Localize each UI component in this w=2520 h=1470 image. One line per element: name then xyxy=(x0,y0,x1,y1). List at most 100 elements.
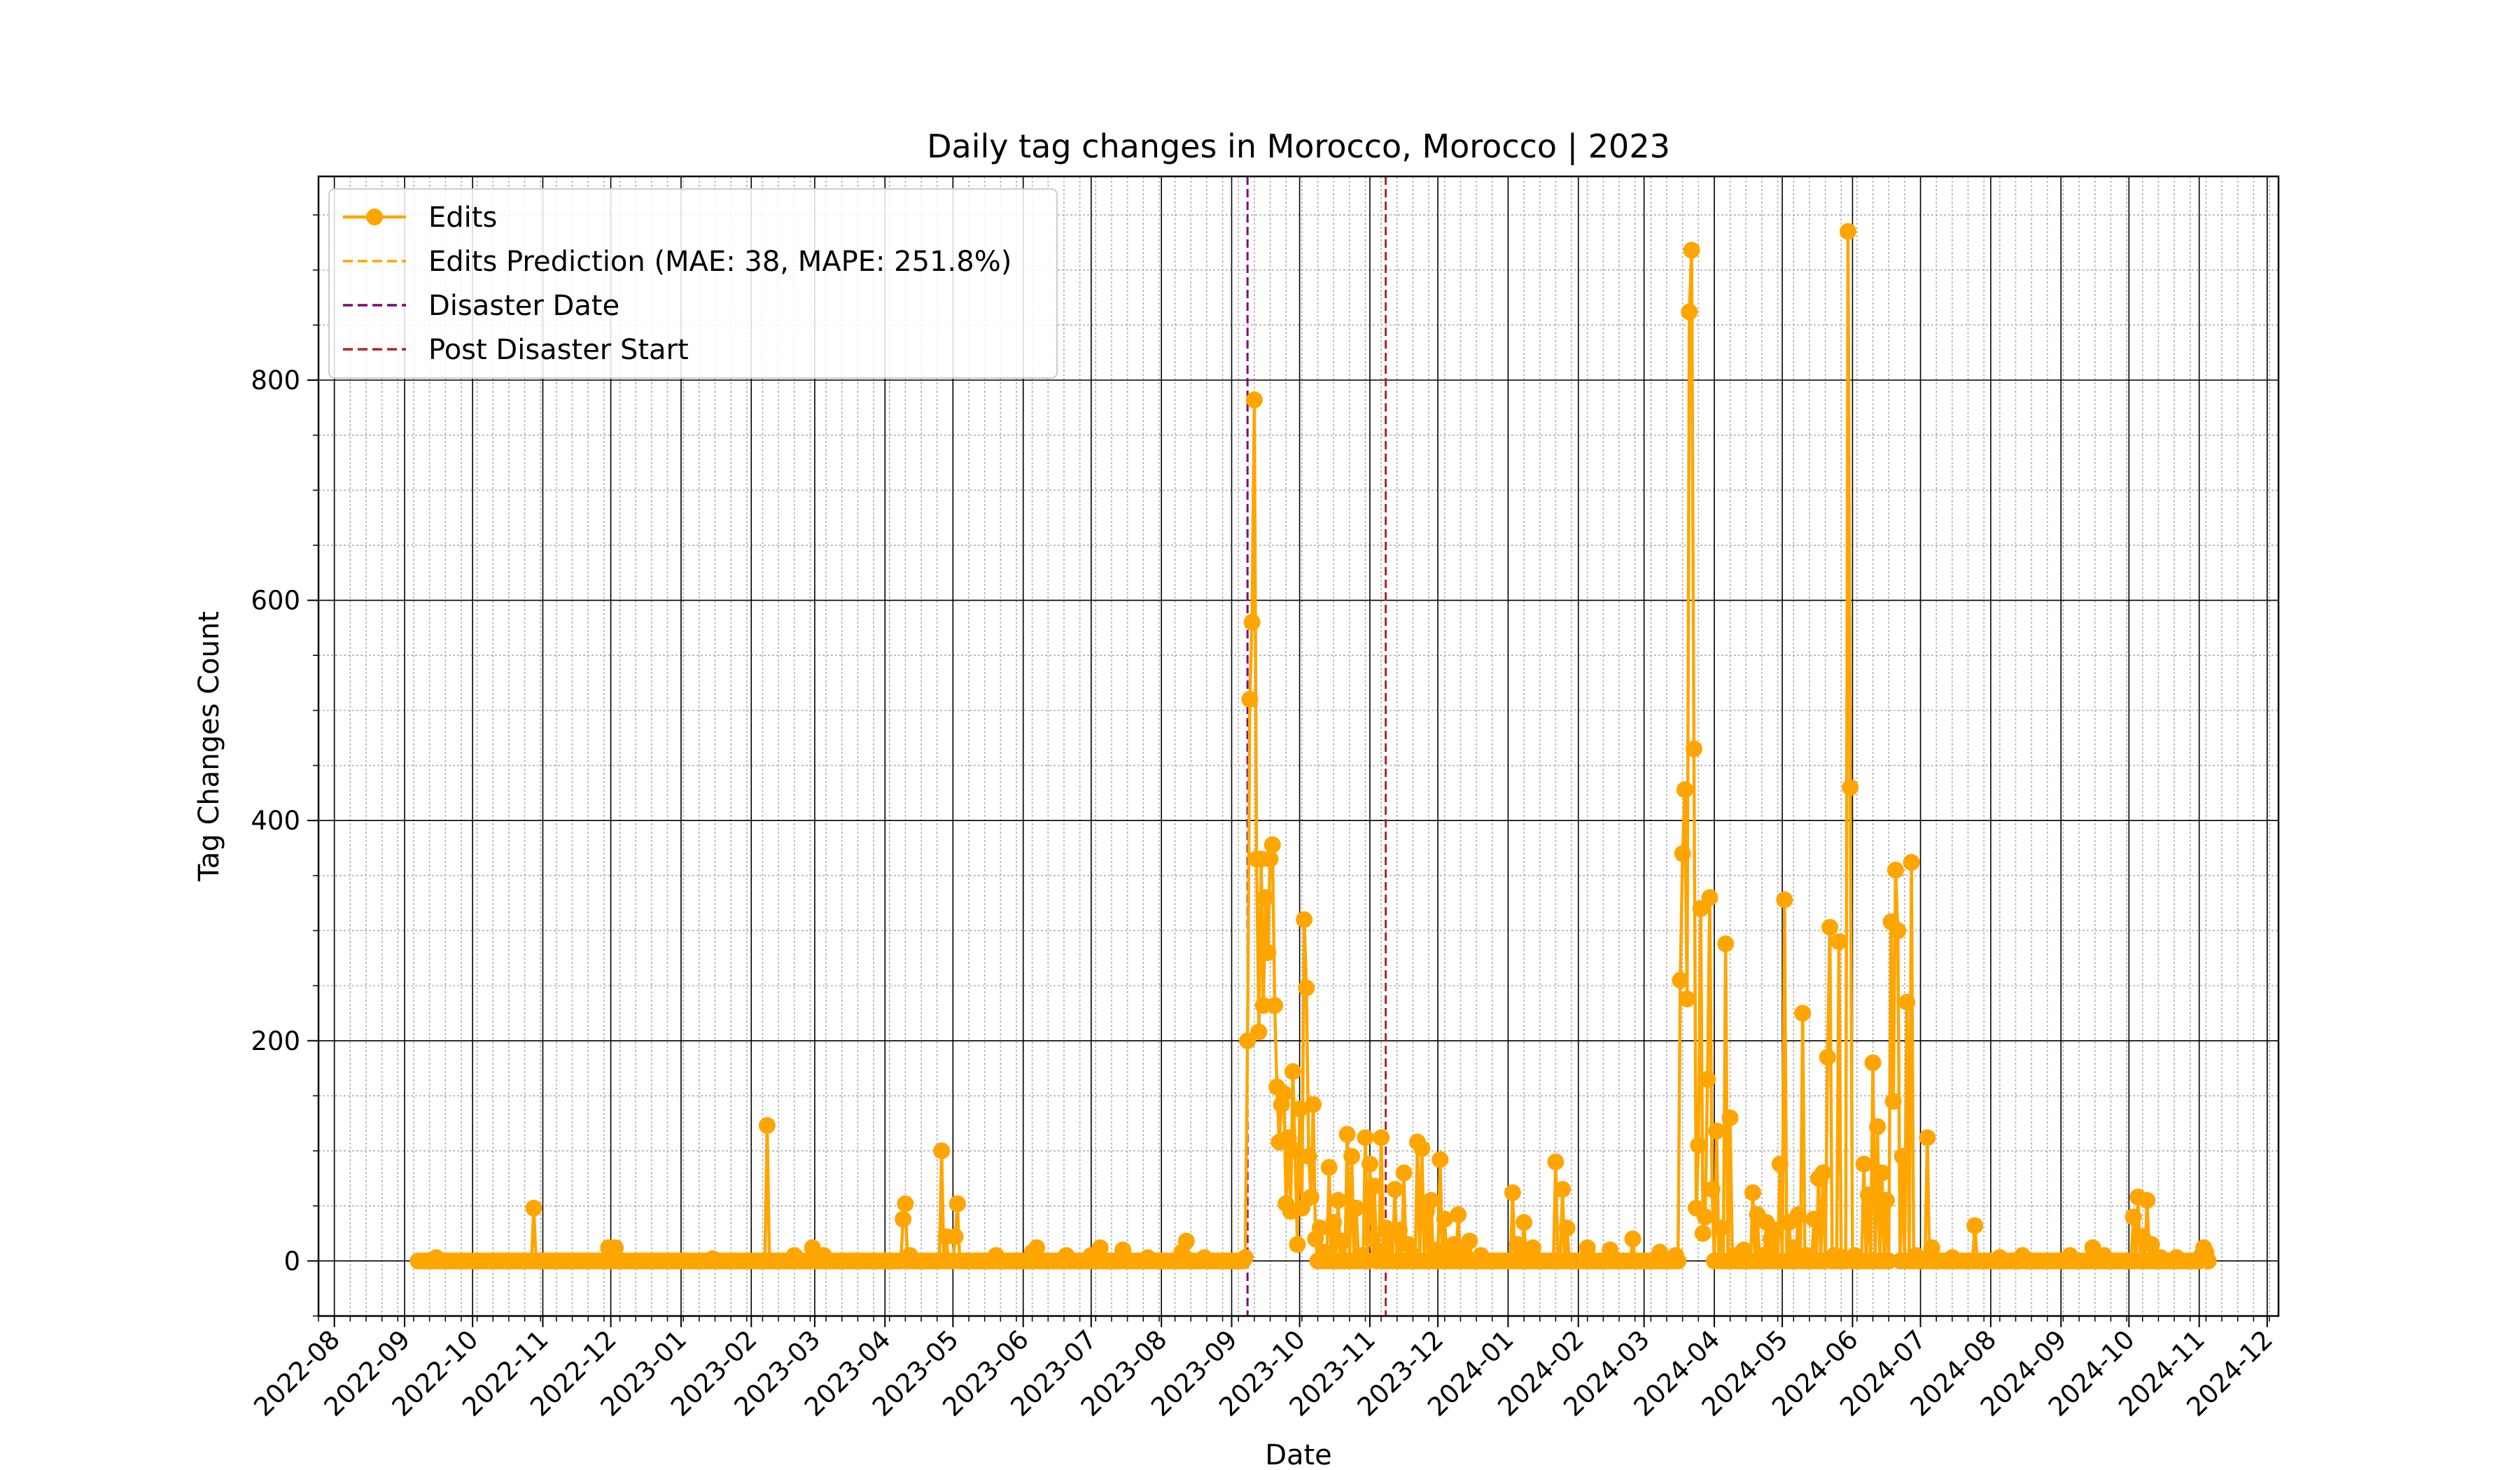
edits-point xyxy=(1785,1239,1802,1256)
edits-point xyxy=(1697,1208,1714,1226)
edits-point xyxy=(1878,1191,1895,1209)
edits-point xyxy=(1461,1233,1478,1250)
edits-point xyxy=(1264,836,1281,853)
edits-point xyxy=(1903,853,1920,871)
edits-point xyxy=(1776,891,1793,909)
edits-point xyxy=(1320,1158,1338,1176)
edits-point xyxy=(2199,1252,2217,1270)
edits-point xyxy=(1624,1230,1642,1247)
edits-point xyxy=(1091,1239,1109,1256)
legend: Edits Edits Prediction (MAE: 38, MAPE: 25… xyxy=(328,188,1058,379)
edits-point xyxy=(1699,1070,1716,1088)
edits-point xyxy=(1805,1210,1823,1228)
edits-point xyxy=(2138,1191,2156,1209)
edits-point xyxy=(1670,1252,1687,1270)
edits-point xyxy=(1672,972,1689,989)
edits-point xyxy=(1923,1239,1940,1256)
edits-point xyxy=(1432,1151,1449,1168)
edits-point xyxy=(1266,997,1283,1014)
edits-point xyxy=(607,1239,624,1256)
edits-point xyxy=(1717,935,1735,953)
edits-point xyxy=(1819,1049,1836,1066)
edits-point xyxy=(1830,933,1847,951)
chart-title: Daily tag changes in Morocco, Morocco | … xyxy=(927,127,1670,166)
edits-point xyxy=(1241,691,1259,708)
edits-point xyxy=(1422,1191,1440,1209)
edits-point xyxy=(1919,1129,1936,1147)
edits-point xyxy=(1508,1236,1526,1253)
edits-point xyxy=(1873,1164,1891,1182)
edits-point xyxy=(1860,1186,1877,1203)
edits-point xyxy=(1395,1164,1413,1182)
plot-frame xyxy=(317,175,2280,1317)
edits-point xyxy=(1767,1222,1784,1239)
edits-point xyxy=(1525,1239,1541,1256)
edits-point xyxy=(1284,1063,1301,1080)
edits-point xyxy=(1681,303,1698,321)
edits-point xyxy=(1966,1217,1984,1234)
edits-point xyxy=(933,1142,951,1160)
edits-point xyxy=(2143,1236,2160,1253)
edits-point xyxy=(1893,1147,1911,1165)
legend-label-prediction: Edits Prediction (MAE: 38, MAPE: 251.8%) xyxy=(428,246,1011,278)
edits-point xyxy=(946,1228,964,1245)
edits-point xyxy=(1302,1189,1320,1206)
edits-point xyxy=(1708,1122,1726,1140)
edits-point xyxy=(1694,1225,1712,1242)
edits-point xyxy=(1259,944,1277,961)
edits-point xyxy=(1889,922,1907,939)
edits-point xyxy=(1886,862,1904,878)
edits-point xyxy=(1864,1054,1882,1072)
y-tick-label: 200 xyxy=(251,1026,300,1056)
edits-point xyxy=(1291,1100,1308,1118)
edits-point xyxy=(1250,1023,1268,1041)
edits-point xyxy=(1855,1155,1872,1172)
y-tick-label: 800 xyxy=(251,365,300,396)
legend-box xyxy=(328,188,1058,379)
edits-point xyxy=(1840,223,1856,240)
y-tick-label: 0 xyxy=(284,1246,300,1276)
edits-point xyxy=(1578,1239,1596,1256)
legend-label-disaster: Disaster Date xyxy=(428,290,620,322)
edits-point xyxy=(1280,1129,1297,1147)
edits-point xyxy=(1744,1184,1761,1201)
y-tick-label: 600 xyxy=(251,586,300,616)
edits-point xyxy=(895,1210,912,1228)
edits-point xyxy=(1821,918,1839,936)
edits-point xyxy=(1311,1219,1329,1237)
edits-point xyxy=(1450,1206,1467,1224)
edits-point xyxy=(1357,1129,1374,1147)
edits-point xyxy=(1243,614,1261,631)
edits-point xyxy=(1679,990,1696,1007)
edits-point xyxy=(1701,889,1718,906)
edits-point xyxy=(1674,845,1691,862)
edits-point xyxy=(1516,1214,1533,1231)
edits-point xyxy=(1364,1230,1381,1247)
edits-point xyxy=(1436,1210,1453,1228)
edits-point xyxy=(1547,1153,1564,1170)
edits-point xyxy=(1413,1140,1431,1157)
edits-point xyxy=(1794,1004,1812,1022)
edits-point xyxy=(1703,1181,1721,1198)
edits-point xyxy=(948,1195,966,1212)
edits-point xyxy=(1287,1142,1304,1160)
edits-point xyxy=(1504,1184,1521,1201)
edits-point xyxy=(1305,1096,1322,1113)
y-axis-label: Tag Changes Count xyxy=(193,611,225,882)
legend-label-edits: Edits xyxy=(428,202,497,234)
legend-label-post: Post Disaster Start xyxy=(428,334,689,366)
edits-point xyxy=(1558,1219,1576,1237)
edits-point xyxy=(1239,1032,1256,1049)
edits-point xyxy=(1348,1199,1365,1217)
edits-point xyxy=(1685,740,1702,757)
edits-point xyxy=(1177,1233,1195,1250)
edits-point xyxy=(897,1195,914,1212)
edits-point xyxy=(2124,1208,2142,1226)
edits-point xyxy=(1300,1147,1317,1165)
edits-point xyxy=(525,1199,542,1217)
edits-point xyxy=(1362,1155,1378,1172)
edits-point xyxy=(1296,911,1313,928)
x-axis-label: Date xyxy=(1265,1439,1332,1470)
edits-point xyxy=(1245,391,1263,409)
